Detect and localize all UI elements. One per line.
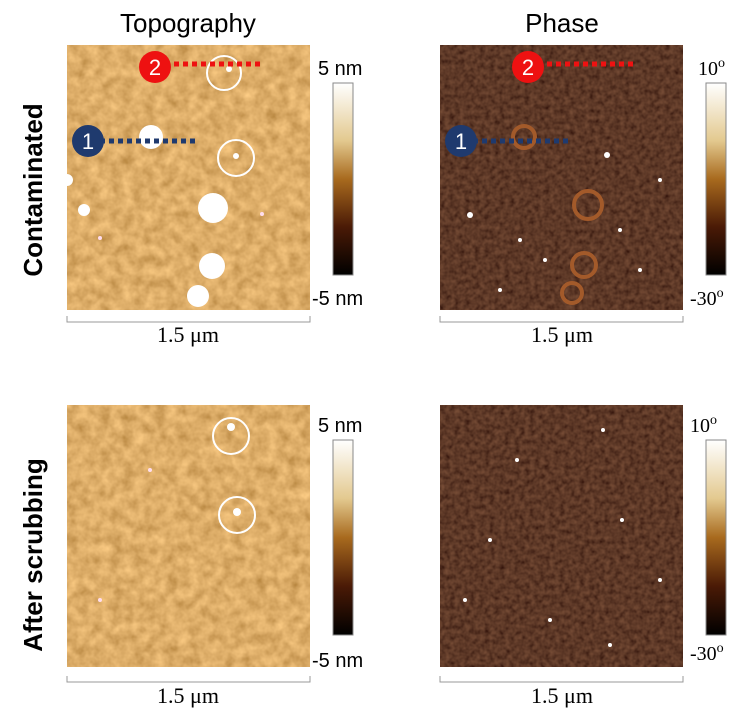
colorbar-min: -30o: [690, 286, 724, 310]
colorbar-max-value: 10: [698, 58, 718, 80]
figure: Topography Phase Contaminated After scru…: [0, 0, 747, 720]
colorbar-max-value: 10: [690, 415, 710, 437]
colorbar-min: -30o: [690, 641, 724, 665]
scale-bar-label: 1.5 μm: [157, 322, 219, 347]
colorbar-max-unit: o: [710, 413, 717, 428]
colorbar: [706, 83, 726, 275]
colorbar: [706, 440, 726, 635]
row-label: After scrubbing: [18, 458, 48, 652]
colorbar-max: 10o: [698, 56, 725, 80]
colorbar-max: 10o: [690, 413, 717, 437]
marker-label: 1: [82, 129, 94, 154]
marker-label: 1: [455, 129, 467, 154]
colorbar-max: 5 nm: [318, 415, 362, 437]
scale-bar-label: 1.5 μm: [531, 322, 593, 347]
colorbar-min: -5 nm: [312, 288, 363, 310]
colorbar-min-value: -30: [690, 643, 717, 665]
topography-image: 2 1: [61, 45, 310, 310]
colorbar-min: -5 nm: [312, 650, 363, 672]
colorbar-min-value: -30: [690, 288, 717, 310]
colorbar-min-unit: o: [717, 641, 724, 656]
column-title: Phase: [525, 8, 599, 38]
topography-image: [67, 405, 310, 667]
column-title: Topography: [120, 8, 256, 38]
marker-label: 2: [522, 55, 534, 80]
colorbar: [333, 440, 353, 635]
phase-image: [440, 405, 683, 667]
colorbar-max-unit: o: [718, 56, 725, 71]
colorbar-max: 5 nm: [318, 58, 362, 80]
phase-image: 2 1: [440, 45, 683, 310]
marker-label: 2: [149, 55, 161, 80]
colorbar-min-unit: o: [717, 286, 724, 301]
scale-bar-label: 1.5 μm: [531, 683, 593, 708]
row-label: Contaminated: [18, 103, 48, 276]
scale-bar-label: 1.5 μm: [157, 683, 219, 708]
colorbar: [333, 83, 353, 275]
